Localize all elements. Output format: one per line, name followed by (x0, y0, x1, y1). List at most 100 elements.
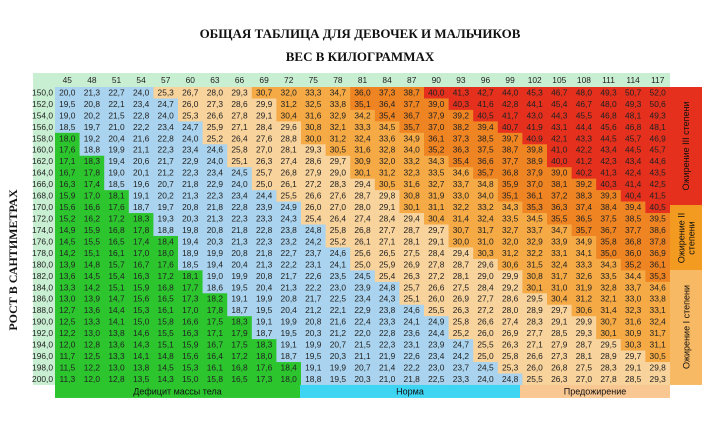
cell-bg (325, 270, 351, 283)
cell-bg (104, 293, 130, 306)
cell-bg (547, 224, 572, 237)
cell-value: 24,2 (305, 236, 322, 246)
cell-value: 36,7 (600, 225, 617, 235)
cell-value: 28,4 (477, 282, 494, 292)
cell-value: 31,6 (305, 110, 322, 120)
cell-bg (374, 98, 400, 111)
cell-value: 20,4 (231, 259, 248, 269)
cell-bg (153, 224, 179, 237)
cell-value: 25,5 (281, 191, 298, 201)
cell-bg (202, 293, 228, 306)
weight-label: 75 (309, 75, 319, 85)
cell-bg (645, 316, 671, 328)
height-label: 190,0 (32, 317, 53, 327)
cell-bg (399, 144, 425, 157)
cell-value: 28,3 (330, 179, 347, 189)
cell-bg (104, 98, 130, 111)
cell-value: 25,8 (330, 225, 347, 235)
cell-value: 30,7 (453, 225, 470, 235)
cell-bg (547, 98, 572, 111)
cell-value: 33,3 (576, 259, 593, 269)
cell-bg (79, 121, 105, 134)
cell-bg (325, 144, 351, 157)
height-label: 196,0 (32, 351, 53, 361)
cell-value: 32,7 (428, 179, 445, 189)
cell-value: 33,3 (305, 87, 322, 97)
cell-bg (153, 121, 179, 134)
cell-bg (301, 327, 326, 340)
cell-value: 17,1 (207, 328, 224, 338)
cell-bg (251, 224, 277, 237)
height-label: 184,0 (32, 282, 53, 292)
cell-bg (571, 350, 597, 363)
cell-bg (301, 121, 326, 134)
cell-bg (424, 224, 449, 237)
height-label: 188,0 (32, 305, 53, 315)
cell-bg (251, 247, 277, 260)
cell-value: 44,5 (600, 133, 617, 143)
cell-value: 18,1 (108, 191, 125, 201)
cell-value: 27,2 (305, 179, 322, 189)
cell-value: 44,5 (625, 145, 642, 155)
cell-bg (399, 373, 425, 386)
cell-bg (620, 213, 646, 225)
cell-bg (276, 327, 302, 340)
cell-bg (620, 167, 646, 179)
cell-bg (473, 109, 499, 122)
cell-bg (251, 178, 277, 191)
cell-bg (448, 132, 474, 145)
cell-value: 33,6 (379, 133, 396, 143)
cell-value: 32,4 (551, 259, 568, 269)
cell-value: 33,0 (453, 191, 470, 201)
cell-bg (497, 235, 523, 248)
cell-bg (571, 224, 597, 237)
cell-bg (374, 144, 400, 157)
cell-value: 35,7 (576, 225, 593, 235)
cell-bg (55, 167, 80, 179)
cell-value: 20,8 (281, 294, 298, 304)
cell-bg (202, 178, 228, 191)
cell-bg (202, 304, 228, 317)
weight-label: 69 (259, 75, 269, 85)
cell-bg (473, 316, 499, 328)
cell-bg (571, 293, 597, 306)
cell-bg (497, 373, 523, 386)
cell-bg (153, 190, 179, 202)
cell-bg (547, 155, 572, 168)
cell-value: 15,2 (59, 214, 76, 224)
cell-value: 18,3 (256, 340, 273, 350)
cell-value: 38,3 (576, 191, 593, 201)
cell-value: 26,5 (379, 248, 396, 258)
cell-value: 42,3 (600, 156, 617, 166)
cell-value: 24,4 (428, 328, 445, 338)
subtitle: ВЕС В КИЛОГРАММАХ (286, 49, 435, 64)
cell-value: 21,8 (404, 374, 421, 384)
cell-bg (350, 339, 376, 351)
cell-value: 14,3 (158, 374, 175, 384)
cell-bg (620, 373, 646, 386)
cell-value: 14,2 (59, 248, 76, 258)
cell-value: 41,3 (600, 168, 617, 178)
cell-value: 41,5 (650, 191, 667, 201)
cell-value: 12,2 (84, 362, 101, 372)
cell-value: 24,6 (404, 305, 421, 315)
cell-value: 27,0 (256, 145, 273, 155)
cell-bg (276, 167, 302, 179)
cell-bg (301, 213, 326, 225)
cell-bg (227, 304, 253, 317)
cell-value: 19,9 (231, 271, 248, 281)
cell-bg (497, 178, 523, 191)
cell-value: 20,8 (231, 248, 248, 258)
cell-bg (399, 98, 425, 111)
cell-bg (227, 293, 253, 306)
cell-bg (424, 373, 449, 386)
cell-value: 37,7 (404, 99, 421, 109)
cell-bg (128, 293, 154, 306)
cell-bg (448, 270, 474, 283)
cell-bg (571, 316, 597, 328)
cell-bg (153, 373, 179, 386)
cell-value: 20,3 (354, 374, 371, 384)
cell-bg (276, 304, 302, 317)
weight-label: 111 (602, 75, 615, 85)
cell-bg (178, 235, 203, 248)
